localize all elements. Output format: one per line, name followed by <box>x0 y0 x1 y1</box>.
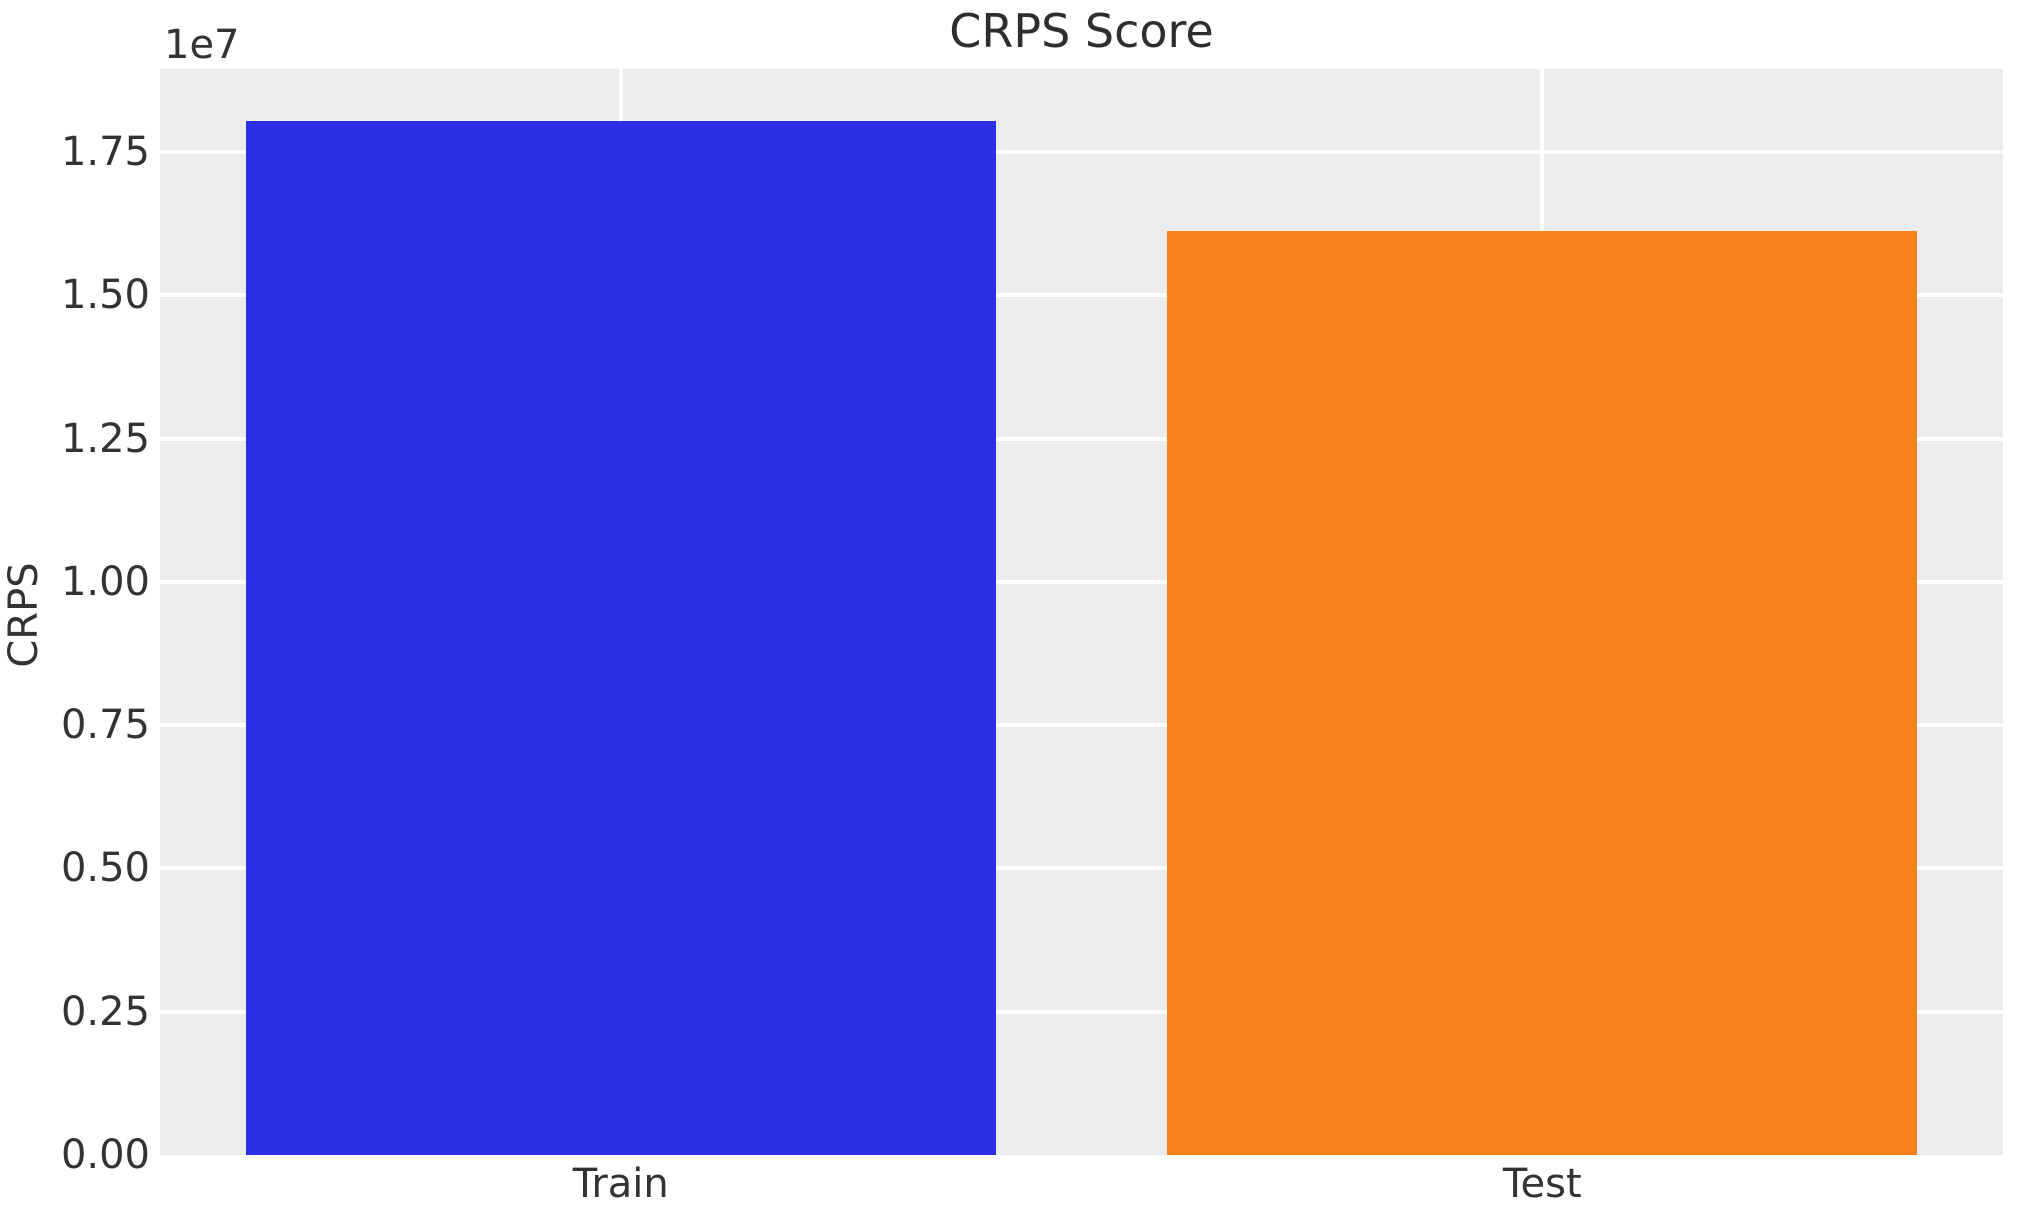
h-gridline-1.50 <box>160 293 2003 298</box>
h-gridline-0.75 <box>160 723 2003 728</box>
h-gridline-1.25 <box>160 436 2003 441</box>
y-tick-label-1.25: 1.25 <box>60 415 150 462</box>
y-tick-label-1.00: 1.00 <box>60 558 150 605</box>
y-axis: 0.00 0.25 0.50 0.75 1.00 1.25 1.50 1.75 <box>0 69 150 1178</box>
y-tick-label-0.00: 0.00 <box>60 1132 150 1178</box>
y-tick-label-1.75: 1.75 <box>60 129 150 176</box>
bar-test <box>1167 230 1918 1155</box>
h-gridline-1.75 <box>160 150 2003 155</box>
h-gridline-0.25 <box>160 1009 2003 1014</box>
chart-title: CRPS Score <box>949 4 1214 58</box>
h-gridline-0.50 <box>160 866 2003 871</box>
plot-area <box>160 69 2003 1155</box>
x-tick-label-train: Train <box>572 1161 669 1207</box>
h-gridline-1.00 <box>160 579 2003 584</box>
x-tick-label-test: Test <box>1502 1161 1582 1207</box>
y-axis-offset-label: 1e7 <box>164 22 240 68</box>
y-tick-label-1.50: 1.50 <box>60 272 150 319</box>
bar-train <box>245 121 996 1155</box>
y-tick-label-0.75: 0.75 <box>60 702 150 749</box>
x-axis: Train Test <box>160 1155 2003 1223</box>
y-tick-label-0.25: 0.25 <box>60 988 150 1035</box>
y-tick-label-0.50: 0.50 <box>60 845 150 892</box>
